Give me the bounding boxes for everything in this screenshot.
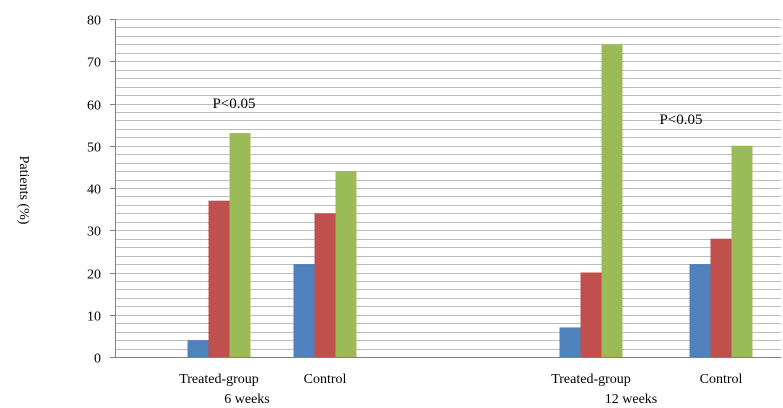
y-tick-label: 50 (87, 141, 101, 156)
bar (314, 213, 336, 357)
labels: 0 10 20 30 40 50 60 70 80 Treated-group Control 6 w… (87, 14, 742, 408)
y-tick-label: 80 (87, 14, 101, 29)
bar (335, 171, 357, 357)
bar (731, 145, 753, 357)
group-label: 12 weeks (605, 392, 658, 407)
significance-annotation: P<0.05 (212, 96, 255, 112)
bar (710, 238, 732, 357)
bar (208, 200, 230, 357)
category-label: Treated-group (551, 372, 631, 387)
significance-annotation: P<0.05 (659, 112, 702, 128)
y-tick-label: 20 (87, 268, 101, 283)
y-tick-label: 40 (87, 183, 101, 198)
category-label: Control (304, 372, 347, 387)
bar (601, 44, 623, 357)
bar (559, 327, 581, 357)
category-label: Treated-group (179, 372, 259, 387)
category-label: Control (700, 372, 743, 387)
y-tick-label: 10 (87, 310, 101, 325)
y-tick-label: 0 (94, 352, 101, 367)
bars (187, 44, 753, 357)
y-tick-label: 60 (87, 99, 101, 114)
bar (580, 272, 602, 357)
bar (293, 264, 315, 357)
bar (689, 264, 711, 357)
y-tick-label: 70 (87, 56, 101, 71)
bar (187, 340, 209, 357)
bar (229, 133, 251, 357)
axes (110, 19, 781, 358)
y-tick-label: 30 (87, 225, 101, 240)
y-axis-label: Patients (%) (16, 156, 31, 225)
group-label: 6 weeks (224, 392, 270, 407)
